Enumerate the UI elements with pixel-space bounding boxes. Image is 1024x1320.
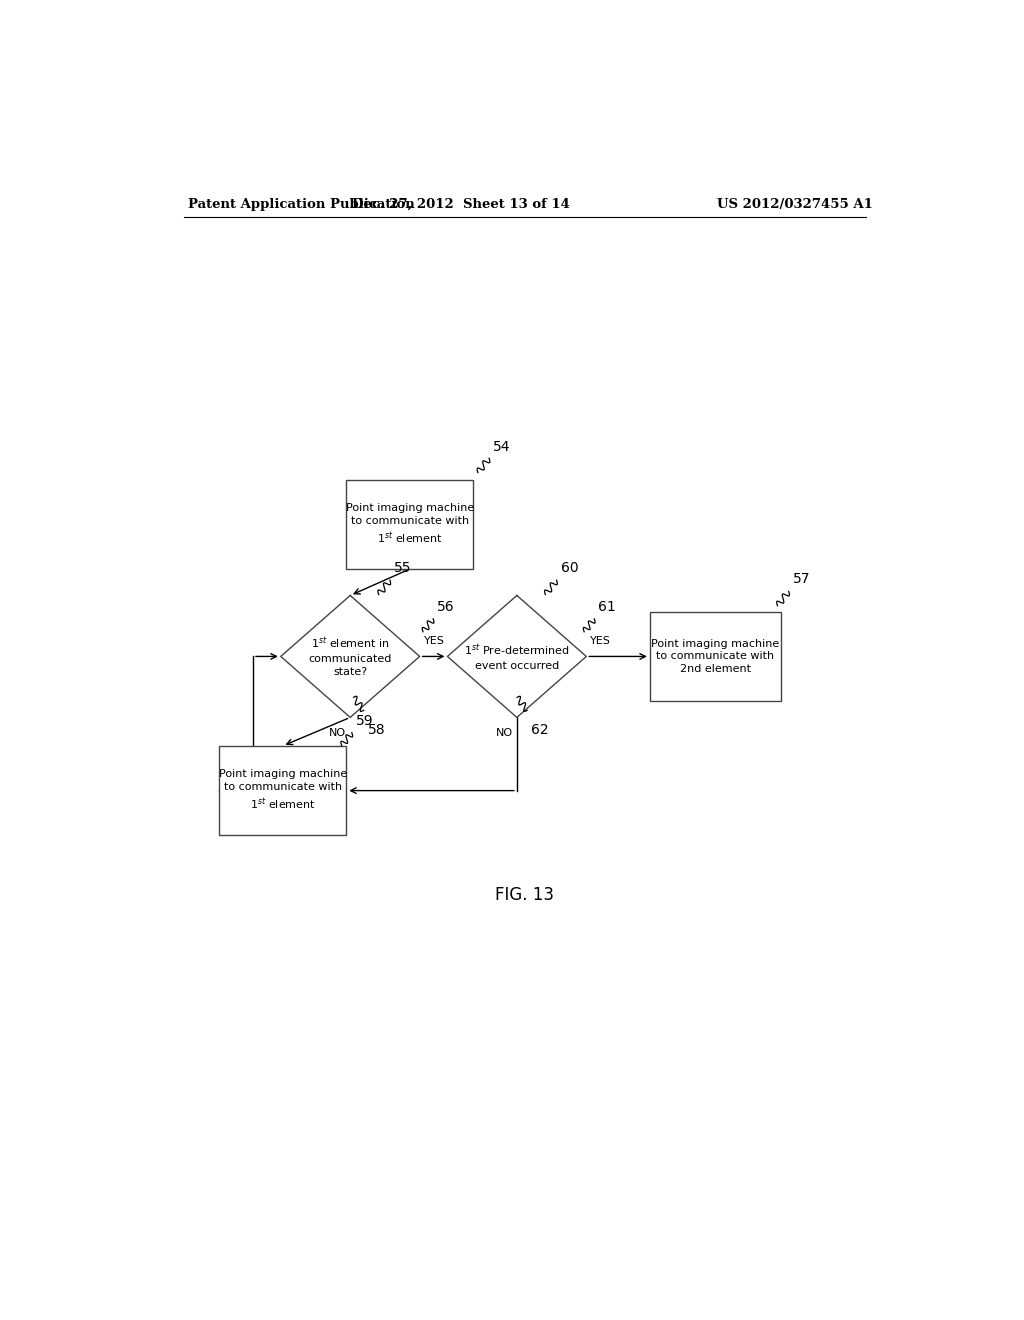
Text: US 2012/0327455 A1: US 2012/0327455 A1 (717, 198, 872, 211)
FancyBboxPatch shape (650, 611, 780, 701)
Text: 59: 59 (355, 714, 374, 727)
Text: 55: 55 (394, 561, 412, 576)
Text: 62: 62 (531, 722, 549, 737)
Text: Point imaging machine
to communicate with
1$^{st}$ element: Point imaging machine to communicate wit… (346, 503, 474, 545)
Text: 61: 61 (598, 599, 616, 614)
Text: YES: YES (424, 636, 444, 647)
Text: YES: YES (590, 636, 611, 647)
Text: 56: 56 (437, 599, 455, 614)
Text: FIG. 13: FIG. 13 (496, 886, 554, 904)
Text: 1$^{st}$ element in
communicated
state?: 1$^{st}$ element in communicated state? (308, 636, 392, 677)
Text: Point imaging machine
to communicate with
2nd element: Point imaging machine to communicate wit… (651, 639, 779, 675)
Text: 1$^{st}$ Pre-determined
event occurred: 1$^{st}$ Pre-determined event occurred (464, 643, 569, 671)
Text: 58: 58 (368, 722, 385, 737)
Text: 57: 57 (793, 573, 810, 586)
Text: NO: NO (329, 727, 346, 738)
Text: 54: 54 (494, 440, 511, 454)
FancyBboxPatch shape (219, 746, 346, 836)
Text: NO: NO (496, 727, 513, 738)
FancyBboxPatch shape (346, 479, 473, 569)
Text: 60: 60 (560, 561, 579, 576)
Text: Dec. 27, 2012  Sheet 13 of 14: Dec. 27, 2012 Sheet 13 of 14 (352, 198, 570, 211)
Text: Patent Application Publication: Patent Application Publication (187, 198, 415, 211)
Text: Point imaging machine
to communicate with
1$^{st}$ element: Point imaging machine to communicate wit… (219, 770, 347, 812)
